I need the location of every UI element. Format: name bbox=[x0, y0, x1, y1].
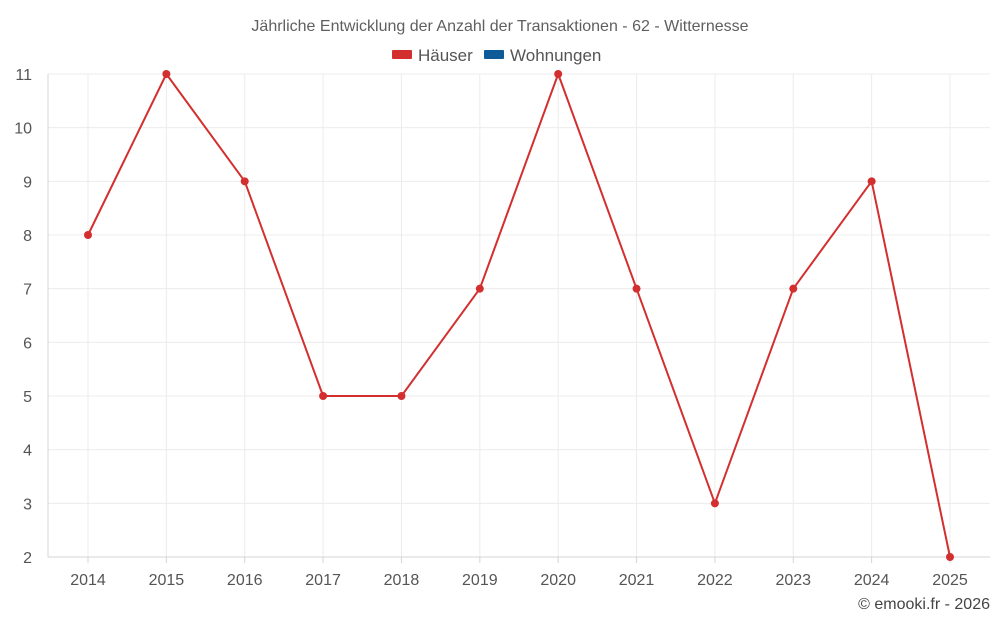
axes: 2 3 4 5 6 7 8 9 10 11 2014 2015 2016 2017 2018 2019 2020… bbox=[14, 67, 990, 589]
legend-swatch-haeuser bbox=[392, 50, 412, 59]
data-point[interactable] bbox=[710, 499, 719, 508]
x-tick-label: 2019 bbox=[462, 572, 498, 589]
legend-label-wohnungen: Wohnungen bbox=[510, 46, 601, 65]
data-point[interactable] bbox=[632, 284, 641, 293]
legend-item-haeuser[interactable]: Häuser bbox=[392, 46, 473, 65]
data-point[interactable] bbox=[554, 70, 563, 78]
x-tick-label: 2015 bbox=[149, 572, 185, 589]
y-tick-label: 11 bbox=[15, 67, 32, 84]
chart-title: Jährliche Entwicklung der Anzahl der Tra… bbox=[251, 18, 748, 35]
legend-item-wohnungen[interactable]: Wohnungen bbox=[484, 46, 601, 65]
y-tick-label: 3 bbox=[23, 496, 32, 513]
x-tick-label: 2025 bbox=[932, 572, 968, 589]
x-tick-label: 2014 bbox=[70, 572, 106, 589]
grid bbox=[48, 73, 990, 557]
x-tick-label: 2024 bbox=[854, 572, 890, 589]
y-tick-label: 5 bbox=[23, 389, 32, 406]
y-tick-label: 8 bbox=[23, 228, 32, 245]
y-tick-label: 4 bbox=[23, 443, 32, 460]
x-tick-label: 2022 bbox=[697, 572, 733, 589]
x-tick-label: 2016 bbox=[227, 572, 263, 589]
data-point[interactable] bbox=[789, 284, 798, 293]
legend-swatch-wohnungen bbox=[484, 50, 504, 59]
credit-text: © emooki.fr - 2026 bbox=[858, 596, 990, 613]
data-point[interactable] bbox=[240, 177, 249, 186]
y-tick-label: 2 bbox=[23, 550, 32, 567]
data-point[interactable] bbox=[475, 284, 484, 293]
series-line-0 bbox=[87, 73, 951, 558]
data-point[interactable] bbox=[946, 553, 954, 561]
plot-area bbox=[84, 70, 954, 561]
x-tick-label: 2021 bbox=[619, 572, 655, 589]
data-point[interactable] bbox=[84, 231, 92, 239]
y-tick-label: 9 bbox=[23, 174, 32, 191]
y-tick-label: 10 bbox=[14, 121, 32, 138]
y-tick-label: 6 bbox=[23, 335, 32, 352]
x-tick-label: 2017 bbox=[305, 572, 341, 589]
x-tick-label: 2023 bbox=[775, 572, 811, 589]
data-point[interactable] bbox=[319, 392, 328, 400]
data-point[interactable] bbox=[867, 177, 876, 186]
data-point[interactable] bbox=[397, 392, 406, 400]
legend: Häuser Wohnungen bbox=[392, 46, 601, 65]
x-tick-label: 2020 bbox=[540, 572, 576, 589]
x-tick-label: 2018 bbox=[384, 572, 420, 589]
legend-label-haeuser: Häuser bbox=[418, 46, 473, 65]
data-point[interactable] bbox=[162, 70, 171, 78]
y-tick-label: 7 bbox=[23, 282, 32, 299]
